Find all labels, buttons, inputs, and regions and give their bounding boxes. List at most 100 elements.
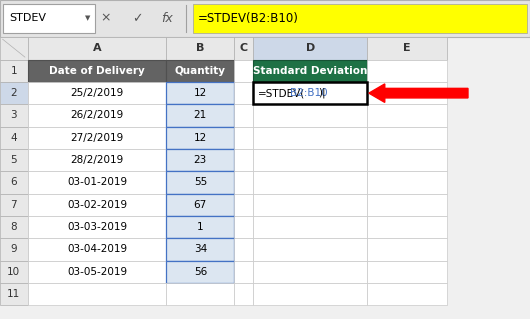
Text: 4: 4 [11,133,17,143]
Bar [28,37,166,60]
Text: ▼: ▼ [85,15,90,21]
Bar [166,171,234,194]
Bar [28,283,166,305]
Bar [367,37,447,60]
Text: 1: 1 [11,66,17,76]
Text: ×: × [101,12,111,25]
Bar [253,283,367,305]
Bar [253,82,367,104]
Bar [253,216,367,238]
Bar [0,37,28,60]
Bar [0,171,28,194]
Bar [0,283,28,305]
Text: A: A [93,43,101,53]
Text: 56: 56 [194,267,207,277]
Bar [28,127,166,149]
Text: 6: 6 [11,177,17,188]
Bar [193,4,527,33]
Text: )|: )| [318,88,325,98]
Bar [234,60,253,82]
Text: Standard Deviation: Standard Deviation [253,66,367,76]
Bar [367,171,447,194]
Text: 12: 12 [194,133,207,143]
Bar [0,104,28,127]
Bar [253,194,367,216]
Bar [253,127,367,149]
Bar [0,82,28,104]
Bar [28,238,166,261]
Bar [253,149,367,171]
Text: 10: 10 [7,267,20,277]
Bar [234,127,253,149]
Text: 7: 7 [11,200,17,210]
Text: 25/2/2019: 25/2/2019 [70,88,123,98]
Text: 2: 2 [11,88,17,98]
Bar [166,37,234,60]
Bar [367,149,447,171]
Text: B2:B10: B2:B10 [290,88,328,98]
Bar [0,194,28,216]
Bar [28,261,166,283]
Bar [3,4,95,33]
Text: D: D [306,43,315,53]
Bar [0,0,530,37]
Text: 26/2/2019: 26/2/2019 [70,110,123,121]
FancyArrow shape [369,84,468,102]
Bar [166,127,234,149]
Bar [166,149,234,171]
Text: E: E [403,43,411,53]
Bar [28,149,166,171]
Bar [234,261,253,283]
Text: fx: fx [161,12,173,25]
Bar [28,171,166,194]
Bar [234,283,253,305]
Text: STDEV: STDEV [10,13,47,23]
Bar [367,194,447,216]
Text: 11: 11 [7,289,20,299]
Text: 8: 8 [11,222,17,232]
Bar [253,104,367,127]
Text: 23: 23 [194,155,207,165]
Text: 55: 55 [194,177,207,188]
Bar [253,238,367,261]
Text: 9: 9 [11,244,17,255]
Bar [166,60,234,82]
Text: 67: 67 [194,200,207,210]
Text: 21: 21 [194,110,207,121]
Text: 34: 34 [194,244,207,255]
Bar [234,82,253,104]
Text: 03-03-2019: 03-03-2019 [67,222,127,232]
Text: 27/2/2019: 27/2/2019 [70,133,123,143]
Bar [28,216,166,238]
Bar [253,261,367,283]
Text: 03-04-2019: 03-04-2019 [67,244,127,255]
Bar [367,216,447,238]
Bar [0,149,28,171]
Bar [28,104,166,127]
Bar [253,171,367,194]
Bar [166,104,234,127]
Bar [166,238,234,261]
Bar [367,127,447,149]
Bar [234,37,253,60]
Bar [28,82,166,104]
Bar [28,60,166,82]
Bar [0,238,28,261]
Text: 3: 3 [11,110,17,121]
Bar [234,238,253,261]
Text: 03-01-2019: 03-01-2019 [67,177,127,188]
Bar [166,82,234,104]
Bar [234,149,253,171]
Bar [166,283,234,305]
Bar [367,283,447,305]
Bar [234,194,253,216]
Bar [0,261,28,283]
Text: B: B [196,43,205,53]
Text: 03-02-2019: 03-02-2019 [67,200,127,210]
Bar [367,82,447,104]
Bar [234,104,253,127]
Text: =STDEV(: =STDEV( [258,88,305,98]
Bar [367,261,447,283]
Text: 28/2/2019: 28/2/2019 [70,155,123,165]
Text: Date of Delivery: Date of Delivery [49,66,145,76]
